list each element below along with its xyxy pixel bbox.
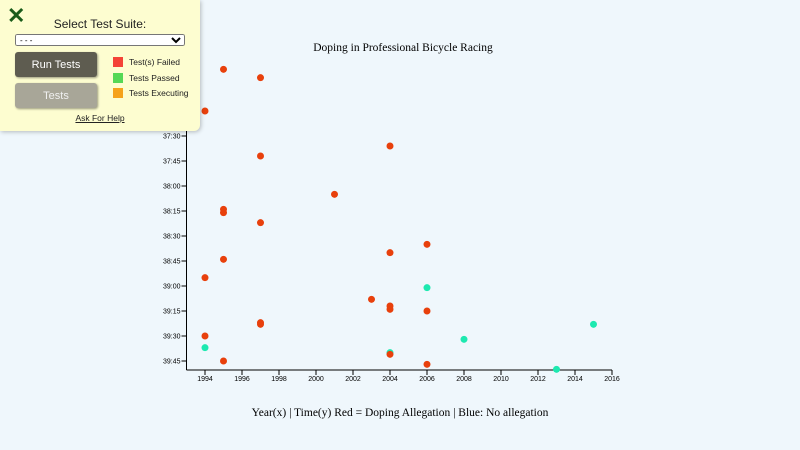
data-point bbox=[423, 307, 431, 315]
y-tick-label: 38:00 bbox=[163, 184, 181, 191]
failed-swatch bbox=[113, 57, 123, 67]
x-tick-label: 2012 bbox=[530, 376, 546, 383]
close-icon[interactable]: ✕ bbox=[7, 3, 26, 28]
x-tick-label: 2010 bbox=[493, 376, 509, 383]
data-point bbox=[201, 344, 209, 352]
x-tick-label: 1996 bbox=[234, 376, 250, 383]
legend-label: Tests Passed bbox=[129, 73, 180, 83]
run-tests-button[interactable]: Run Tests bbox=[15, 52, 97, 77]
executing-swatch bbox=[113, 88, 123, 98]
data-point bbox=[257, 152, 264, 160]
y-tick-label: 39:30 bbox=[163, 334, 181, 341]
legend-passed: Tests Passed bbox=[113, 73, 180, 83]
x-tick-label: 2002 bbox=[345, 376, 361, 383]
data-point bbox=[220, 357, 227, 365]
data-point bbox=[386, 142, 394, 150]
data-point bbox=[201, 274, 209, 282]
legend-failed: Test(s) Failed bbox=[113, 57, 180, 67]
data-point bbox=[460, 335, 468, 343]
data-point bbox=[423, 360, 431, 368]
x-tick-label: 2000 bbox=[308, 376, 324, 383]
chart-title: Doping in Professional Bicycle Racing bbox=[313, 42, 493, 54]
y-tick-label: 39:45 bbox=[163, 359, 181, 366]
data-point bbox=[331, 190, 338, 198]
y-tick-label: 37:30 bbox=[163, 134, 181, 141]
x-tick-label: 2014 bbox=[567, 376, 583, 383]
x-tick-label: 2004 bbox=[382, 376, 398, 383]
select-label: Select Test Suite: bbox=[53, 17, 147, 31]
legend-executing: Tests Executing bbox=[113, 88, 189, 98]
test-suite-select[interactable]: - - - bbox=[15, 34, 185, 46]
y-tick-label: 38:45 bbox=[163, 259, 181, 266]
x-tick-label: 2006 bbox=[419, 376, 435, 383]
x-tick-label: 1994 bbox=[197, 376, 213, 383]
data-point bbox=[220, 255, 227, 263]
data-point bbox=[257, 74, 264, 82]
y-tick-label: 38:30 bbox=[163, 234, 181, 241]
tests-button[interactable]: Tests bbox=[15, 83, 97, 108]
data-point bbox=[386, 249, 394, 257]
test-panel: ✕ Select Test Suite: - - - Run Tests Tes… bbox=[0, 0, 200, 131]
data-point bbox=[553, 365, 560, 373]
x-tick-label: 2016 bbox=[604, 376, 620, 383]
legend-label: Tests Executing bbox=[129, 88, 189, 98]
x-tick-label: 2008 bbox=[456, 376, 472, 383]
data-point bbox=[590, 320, 597, 328]
data-point bbox=[423, 240, 431, 248]
x-tick-label: 1998 bbox=[271, 376, 287, 383]
data-point bbox=[220, 209, 227, 217]
y-tick-label: 37:45 bbox=[163, 159, 181, 166]
data-point bbox=[220, 65, 227, 73]
y-tick-label: 39:15 bbox=[163, 309, 181, 316]
ask-for-help-link[interactable]: Ask For Help bbox=[75, 113, 125, 123]
y-tick-label: 38:15 bbox=[163, 209, 181, 216]
data-point bbox=[368, 295, 375, 303]
data-point bbox=[201, 107, 209, 115]
y-tick-label: 39:00 bbox=[163, 284, 181, 291]
data-point bbox=[201, 332, 209, 340]
x-axis-label: Year(x) | Time(y) Red = Doping Allegatio… bbox=[252, 407, 549, 419]
passed-swatch bbox=[113, 73, 123, 83]
data-point bbox=[423, 284, 431, 292]
data-point bbox=[257, 320, 264, 328]
legend-label: Test(s) Failed bbox=[129, 57, 181, 67]
data-point bbox=[386, 305, 394, 313]
data-point bbox=[257, 219, 264, 227]
data-point bbox=[386, 350, 394, 358]
